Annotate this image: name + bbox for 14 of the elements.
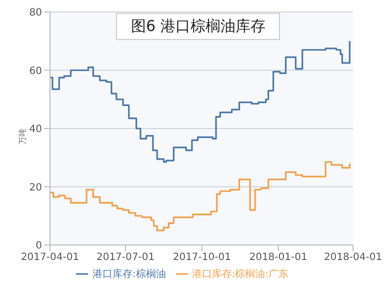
x-tick-label: 2017-04-01 <box>20 252 80 264</box>
y-tick-label: 0 <box>36 240 42 252</box>
y-axis-title: 万吨 <box>18 128 27 144</box>
x-tick-label: 2018-01-01 <box>249 252 308 264</box>
y-tick-label: 60 <box>29 66 42 77</box>
y-tick-label: 80 <box>29 8 42 19</box>
legend-label: 港口库存:棕榈油:广东 <box>192 269 289 280</box>
legend-label: 港口库存:棕榈油 <box>92 269 166 280</box>
y-tick-label: 40 <box>29 124 42 136</box>
chart-title: 图6 港口棕榈油库存 <box>116 13 280 40</box>
x-tick-label: 2018-04-01 <box>324 252 382 264</box>
y-tick-label: 20 <box>29 182 42 194</box>
x-tick-label: 2017-10-01 <box>172 252 231 264</box>
x-tick-label: 2017-07-01 <box>96 252 155 264</box>
